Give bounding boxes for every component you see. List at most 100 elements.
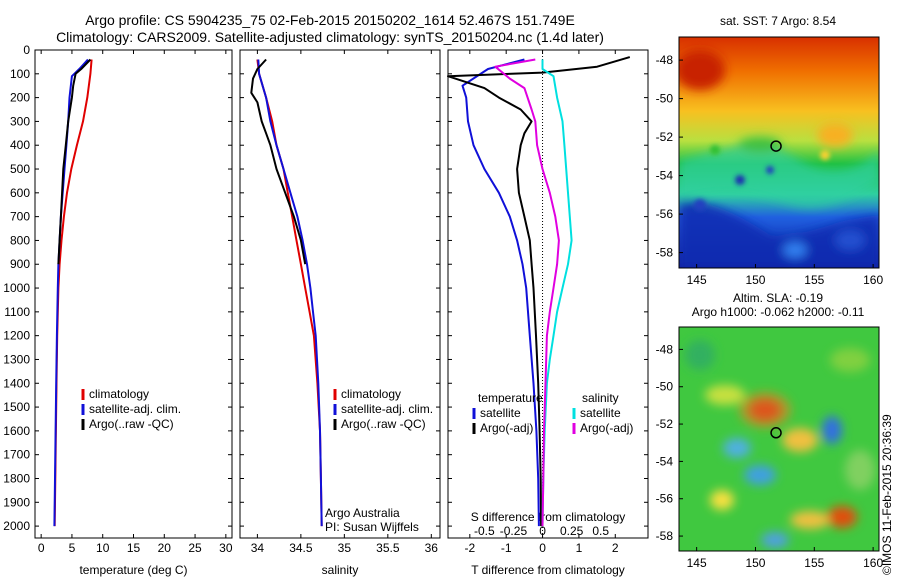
sla-map-title-line1: Altim. SLA: -0.19 xyxy=(733,291,823,305)
top-x-tick-label: 0.25 xyxy=(560,524,584,538)
y-tick-label: -56 xyxy=(656,492,674,506)
x-tick-label: 155 xyxy=(804,273,824,287)
sst-map: 145 150 155 160 -48 -50 -52 -54 -56 -58 sat. SST:… xyxy=(656,14,884,287)
x-tick-label: 160 xyxy=(863,556,883,570)
y-tick-label: 1000 xyxy=(3,281,30,295)
top-x-tick-label: -0.5 xyxy=(474,524,495,538)
y-tick-label: -48 xyxy=(656,53,674,67)
sla-map-frame xyxy=(678,326,880,552)
y-tick-label: 100 xyxy=(10,67,30,81)
x-tick-label: 145 xyxy=(687,273,707,287)
sst-map-frame xyxy=(678,36,880,269)
y-tick-label: 200 xyxy=(10,91,30,105)
y-tick-label: 1900 xyxy=(3,495,30,509)
x-axis-label: salinity xyxy=(322,563,359,577)
legend-label: climatology xyxy=(89,387,149,401)
series-line-argorawqc xyxy=(57,58,92,265)
y-tick-label: 1400 xyxy=(3,376,30,390)
sst-map-title: sat. SST: 7 Argo: 8.54 xyxy=(720,14,836,28)
y-tick-label: 600 xyxy=(10,186,30,200)
top-x-tick-label: -0.25 xyxy=(500,524,528,538)
y-tick-label: 700 xyxy=(10,210,30,224)
panel-difference: -2 -1 0 1 2 T difference from climatology -0.5… xyxy=(447,49,649,577)
x-tick-label: 160 xyxy=(863,273,883,287)
top-x-axis-label: S difference from climatology xyxy=(471,510,626,524)
plot-frame xyxy=(34,49,233,539)
series-line-satellite xyxy=(541,59,573,527)
legend-label: satellite xyxy=(580,406,621,420)
legend-label: Argo(..raw -QC) xyxy=(89,417,174,431)
y-tick-label: -52 xyxy=(656,130,674,144)
x-tick-label: 35 xyxy=(338,541,352,555)
panel-temperature: 0 5 10 15 20 25 30 temperature (deg C) 0 100 200 30… xyxy=(3,43,233,577)
y-tick-label: 900 xyxy=(10,257,30,271)
series-line-argorawqc xyxy=(250,58,307,265)
imos-credit: ©IMOS 11-Feb-2015 20:36:39 xyxy=(880,414,894,575)
top-x-tick-label: 0 xyxy=(539,524,546,538)
y-tick-label: 300 xyxy=(10,114,30,128)
y-tick-label: 1300 xyxy=(3,352,30,366)
legend-label: satellite-adj. clim. xyxy=(89,402,181,416)
x-tick-label: 2 xyxy=(612,541,619,555)
x-tick-label: 155 xyxy=(804,556,824,570)
x-tick-label: -1 xyxy=(501,541,512,555)
y-tick-label: 800 xyxy=(10,233,30,247)
y-tick-label: -48 xyxy=(656,342,674,356)
y-tick-label: -56 xyxy=(656,207,674,221)
top-x-tick-label: 0.5 xyxy=(592,524,609,538)
y-tick-label: 1700 xyxy=(3,448,30,462)
y-tick-label: 1100 xyxy=(4,305,30,319)
y-tick-label: -50 xyxy=(656,92,674,106)
legend-label: climatology xyxy=(341,387,401,401)
x-tick-label: 30 xyxy=(219,541,233,555)
sla-map-title-line2: Argo h1000: -0.062 h2000: -0.11 xyxy=(692,305,865,319)
y-tick-label: 1200 xyxy=(3,329,30,343)
x-tick-label: 15 xyxy=(127,541,141,555)
y-tick-label: -52 xyxy=(656,417,674,431)
x-axis-label: temperature (deg C) xyxy=(79,563,187,577)
annotation-text: Argo Australia xyxy=(325,506,400,520)
y-tick-label: 1600 xyxy=(3,424,30,438)
y-tick-label: -58 xyxy=(656,529,674,543)
y-tick-label: 1500 xyxy=(3,400,30,414)
x-tick-label: 150 xyxy=(745,273,765,287)
x-tick-label: 0 xyxy=(539,541,546,555)
argo-float-marker xyxy=(770,140,782,152)
series-line-satelliteadjclim xyxy=(257,59,323,527)
x-axis-label: T difference from climatology xyxy=(471,563,625,577)
panel-salinity: 34 34.5 35 35.5 36 salinity climatologysatelli… xyxy=(239,49,441,577)
x-tick-label: 20 xyxy=(158,541,172,555)
x-tick-label: 5 xyxy=(69,541,76,555)
x-tick-label: 25 xyxy=(188,541,202,555)
legend-label: satellite xyxy=(480,406,521,420)
x-tick-label: 1 xyxy=(576,541,583,555)
argo-float-marker xyxy=(770,427,782,439)
legend-label: satellite-adj. clim. xyxy=(341,402,433,416)
x-tick-label: 10 xyxy=(96,541,110,555)
legend-label: Argo(..raw -QC) xyxy=(341,417,426,431)
x-tick-label: 34.5 xyxy=(289,541,313,555)
legend-header-temperature: temperature xyxy=(478,391,543,405)
y-tick-label: 2000 xyxy=(3,519,30,533)
y-tick-label: 0 xyxy=(23,43,30,57)
figure-title-line2: Climatology: CARS2009. Satellite-adjuste… xyxy=(56,29,604,45)
y-tick-label: 1800 xyxy=(3,471,30,485)
x-tick-label: -2 xyxy=(464,541,475,555)
y-tick-label: -54 xyxy=(656,169,674,183)
y-tick-label: -54 xyxy=(656,454,674,468)
x-tick-label: 145 xyxy=(687,556,707,570)
annotation-text: PI: Susan Wijffels xyxy=(325,520,419,534)
x-tick-label: 0 xyxy=(38,541,45,555)
x-tick-label: 35.5 xyxy=(376,541,400,555)
x-tick-label: 34 xyxy=(251,541,265,555)
y-tick-label: -50 xyxy=(656,380,674,394)
series-line-argoadj xyxy=(494,58,560,527)
y-tick-label: 500 xyxy=(10,162,30,176)
series-line-satellite xyxy=(461,58,540,527)
legend-label: Argo(-adj) xyxy=(580,421,633,435)
x-tick-label: 150 xyxy=(745,556,765,570)
y-tick-label: -58 xyxy=(656,246,674,260)
plot-frame xyxy=(447,49,649,539)
x-tick-label: 36 xyxy=(425,541,439,555)
